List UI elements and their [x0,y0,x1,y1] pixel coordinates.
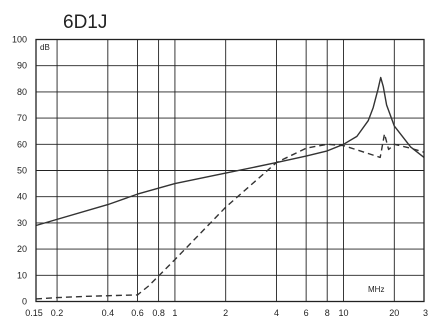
x-tick-label: 0.2 [51,308,64,318]
x-tick-label: 2 [223,308,228,318]
series-line-dashed [35,133,425,300]
y-tick-label: 0 [22,297,27,307]
y-unit-label: dB [40,43,50,52]
x-tick-label: 0.4 [102,308,115,318]
x-tick-label: 20 [389,308,399,318]
x-tick-label: 3 [423,308,428,318]
y-tick-label: 60 [17,139,27,149]
series-line-solid [35,76,425,227]
x-tick-label: 6 [304,308,309,318]
y-tick-label: 50 [17,166,27,176]
x-unit-label: MHz [368,285,384,294]
x-tick-label: 0.6 [131,308,144,318]
series-layer [35,76,425,300]
plot-frame [35,38,425,303]
x-tick-label: 0.15 [25,308,43,318]
y-tick-label: 90 [17,61,27,71]
y-tick-label: 40 [17,192,27,202]
x-tick-label: 4 [274,308,279,318]
x-tick-labels: 0.15 0.2 0.4 0.6 0.8 1 2 4 6 8 10 20 3 [25,308,428,318]
y-tick-label: 10 [17,270,27,280]
y-tick-label: 80 [17,87,27,97]
y-tick-label: 70 [17,113,27,123]
x-tick-label: 1 [172,308,177,318]
x-tick-label: 8 [325,308,330,318]
y-tick-label: 100 [12,35,27,45]
chart-title: 6D1J [63,12,107,33]
x-tick-label: 0.8 [152,308,165,318]
y-tick-label: 30 [17,218,27,228]
y-tick-label: 20 [17,244,27,254]
grid [35,39,425,302]
y-tick-labels: 0 10 20 30 40 50 60 70 80 90 100 [12,35,27,307]
x-tick-label: 10 [339,308,349,318]
